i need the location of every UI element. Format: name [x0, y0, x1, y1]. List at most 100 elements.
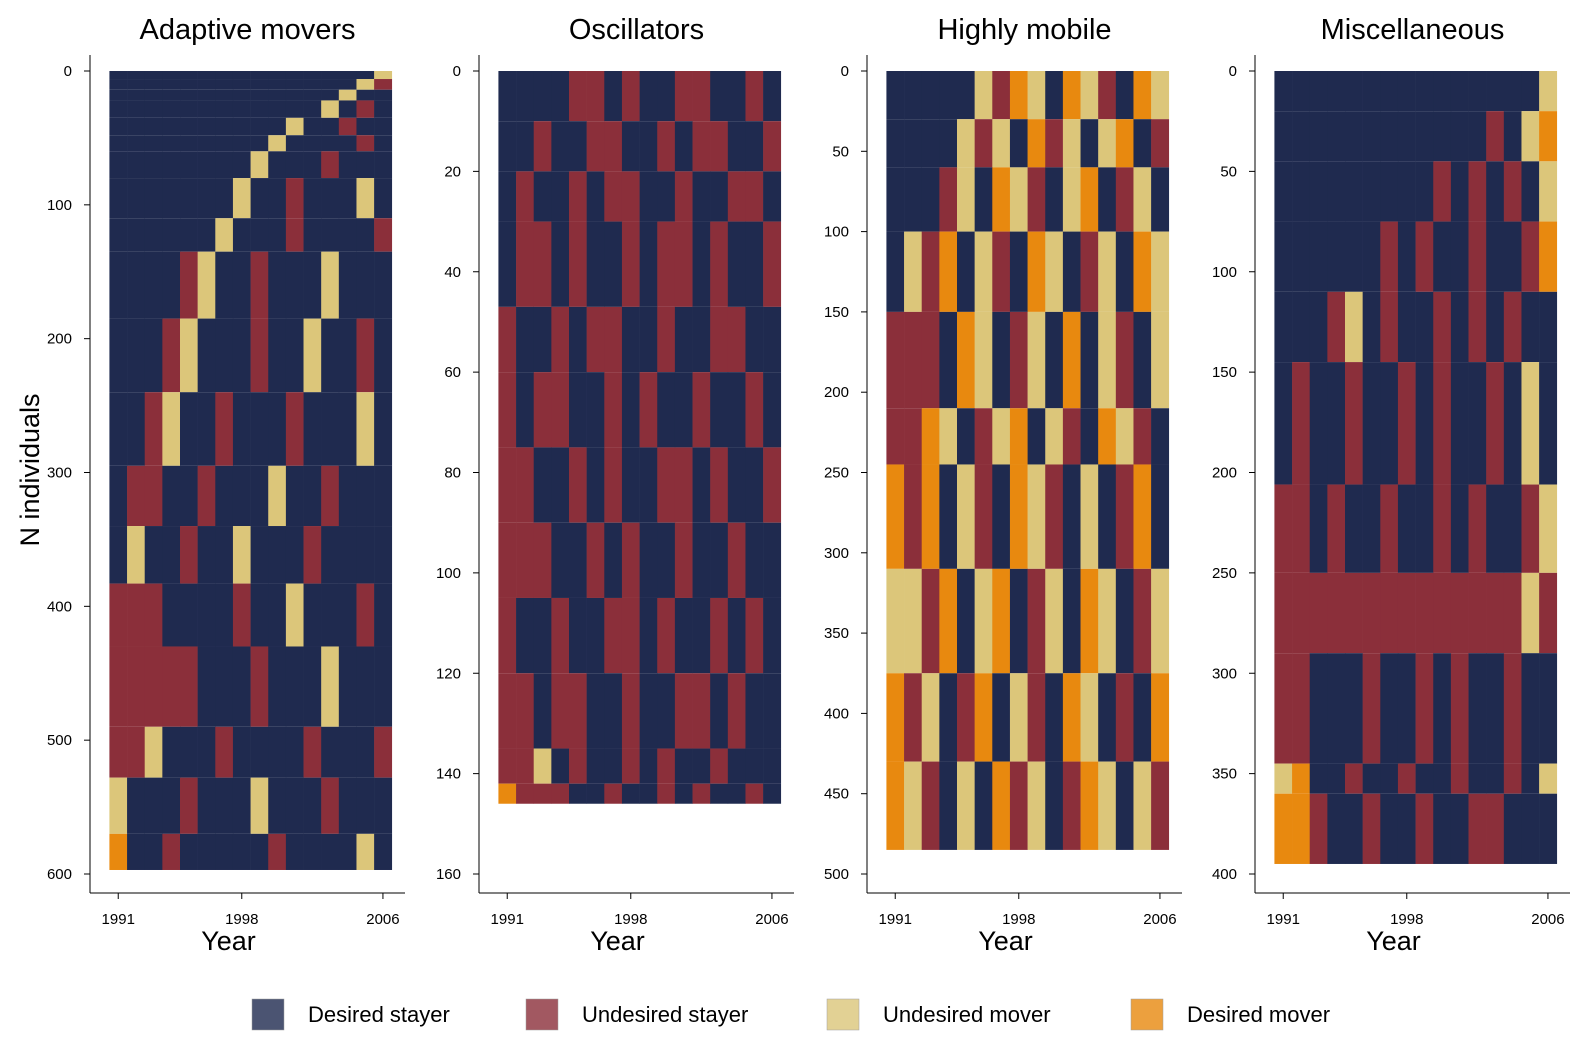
- sequence-cell: [338, 777, 357, 834]
- sequence-cell: [727, 783, 746, 804]
- sequence-cell: [745, 783, 764, 804]
- sequence-cell: [1045, 167, 1064, 232]
- sequence-cell: [303, 251, 322, 319]
- sequence-cell: [921, 464, 940, 569]
- sequence-cell: [569, 597, 587, 674]
- y-tick-label: 100: [1212, 264, 1237, 281]
- sequence-cell: [285, 117, 304, 136]
- sequence-cell: [1345, 362, 1363, 485]
- sequence-cell: [1468, 291, 1487, 363]
- sequence-cell: [338, 465, 357, 527]
- sequence-cell: [1274, 161, 1293, 222]
- sequence-cell: [250, 117, 269, 136]
- sequence-cell: [1521, 793, 1540, 864]
- sequence-cell: [586, 121, 605, 172]
- sequence-cell: [992, 311, 1011, 409]
- sequence-cell: [692, 597, 711, 674]
- sequence-cell: [1397, 793, 1416, 864]
- sequence-cell: [321, 646, 340, 727]
- sequence-cell: [551, 372, 570, 448]
- sequence-cell: [1345, 793, 1363, 864]
- x-tick-label: 1998: [225, 911, 258, 928]
- sequence-cell: [1027, 231, 1046, 312]
- x-axis-label: Year: [1366, 926, 1421, 956]
- sequence-cell: [285, 79, 304, 90]
- sequence-cell: [1098, 119, 1117, 168]
- sequence-cell: [232, 178, 251, 219]
- sequence-cell: [180, 833, 198, 870]
- sequence-cell: [109, 135, 128, 152]
- sequence-cell: [921, 167, 940, 232]
- sequence-cell: [109, 71, 128, 80]
- sequence-cell: [886, 71, 905, 120]
- sequence-cell: [551, 306, 570, 373]
- sequence-cell: [374, 71, 393, 80]
- sequence-cell: [1027, 311, 1046, 409]
- sequence-cell: [727, 121, 746, 172]
- panel: 0 50 100 150 200 250 300 350 400 1991 1998 2006 Misc…: [1212, 14, 1570, 956]
- sequence-cell: [727, 447, 746, 523]
- sequence-cell: [674, 673, 693, 749]
- sequence-cell: [215, 318, 234, 393]
- sequence-cell: [109, 777, 128, 834]
- sequence-cell: [886, 761, 905, 850]
- sequence-cell: [1362, 221, 1381, 292]
- sequence-cell: [1292, 793, 1311, 864]
- sequence-cell: [533, 306, 552, 373]
- sequence-cell: [710, 221, 729, 307]
- sequence-cell: [586, 372, 605, 448]
- y-tick-label: 150: [1212, 364, 1237, 381]
- sequence-cell: [197, 79, 216, 90]
- sequence-cell: [268, 251, 287, 319]
- sequence-cell: [1133, 761, 1152, 850]
- sequence-cell: [1309, 763, 1328, 794]
- sequence-cell: [250, 218, 269, 252]
- sequence-cell: [569, 306, 587, 373]
- legend-label: Desired mover: [1187, 1002, 1330, 1027]
- sequence-cell: [1362, 71, 1381, 112]
- sequence-cell: [1521, 763, 1540, 794]
- sequence-cell: [886, 464, 905, 569]
- sequence-cell: [232, 833, 251, 870]
- sequence-cell: [1468, 71, 1487, 112]
- sequence-cell: [1027, 673, 1046, 762]
- sequence-cell: [1274, 221, 1293, 292]
- sequence-cell: [338, 178, 357, 219]
- sequence-cell: [268, 117, 287, 136]
- legend-label: Undesired stayer: [582, 1002, 748, 1027]
- y-tick-label: 140: [436, 766, 461, 783]
- sequence-cell: [657, 783, 676, 804]
- sequence-cell: [621, 447, 640, 523]
- sequence-cell: [1062, 568, 1081, 674]
- sequence-cell: [268, 646, 287, 727]
- sequence-cell: [356, 89, 375, 101]
- sequence-cell: [1486, 71, 1505, 112]
- sequence-cell: [1362, 763, 1381, 794]
- sequence-cell: [232, 465, 251, 527]
- sequence-cell: [162, 526, 181, 584]
- x-tick-label: 1998: [1002, 911, 1035, 928]
- sequence-cell: [657, 522, 676, 598]
- sequence-cell: [1415, 484, 1434, 573]
- sequence-cell: [338, 89, 357, 101]
- sequence-cell: [639, 171, 658, 222]
- sequence-cell: [621, 71, 640, 122]
- sequence-cell: [374, 583, 393, 647]
- sequence-cell: [374, 135, 393, 152]
- y-tick-label: 50: [832, 143, 849, 160]
- sequence-cell: [1115, 464, 1134, 569]
- sequence-cell: [674, 522, 693, 598]
- sequence-cell: [763, 71, 782, 122]
- sequence-cell: [1539, 572, 1558, 654]
- sequence-cell: [1062, 464, 1081, 569]
- sequence-cell: [374, 318, 393, 393]
- sequence-cell: [1362, 572, 1381, 654]
- sequence-cell: [921, 568, 940, 674]
- sequence-cell: [939, 71, 958, 120]
- sequence-cell: [639, 522, 658, 598]
- sequence-cell: [1397, 484, 1416, 573]
- sequence-cell: [162, 178, 181, 219]
- sequence-cell: [1521, 362, 1540, 485]
- sequence-cell: [1521, 291, 1540, 363]
- sequence-cell: [586, 748, 605, 784]
